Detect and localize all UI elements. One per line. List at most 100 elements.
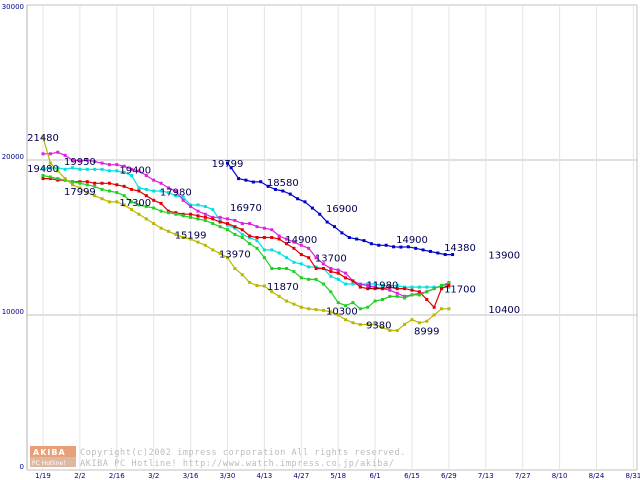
data-point <box>218 218 222 222</box>
series-layer <box>41 135 455 333</box>
data-point <box>440 285 444 289</box>
data-point <box>48 166 52 170</box>
data-point <box>447 307 451 311</box>
data-point <box>388 288 392 292</box>
data-point <box>336 277 340 281</box>
data-point <box>93 167 97 171</box>
data-point <box>115 183 119 187</box>
data-point <box>85 183 89 187</box>
data-point <box>115 200 119 204</box>
data-point <box>115 191 119 195</box>
data-point <box>321 262 325 266</box>
x-tick-label: 3/30 <box>220 472 236 480</box>
data-point <box>56 177 60 181</box>
data-point <box>392 245 396 249</box>
data-label: 13900 <box>488 251 520 262</box>
data-point <box>255 225 259 229</box>
data-point <box>425 290 429 294</box>
data-point <box>85 158 89 162</box>
data-point <box>351 282 355 286</box>
data-point <box>144 187 148 191</box>
data-point <box>166 229 170 233</box>
data-point <box>56 150 60 154</box>
data-point <box>296 197 300 201</box>
y-axis-ticks: 0 10000 20000 30000 <box>2 3 24 471</box>
data-point <box>71 180 75 184</box>
data-point <box>93 184 97 188</box>
data-point <box>262 248 266 252</box>
data-point <box>48 161 52 165</box>
data-point <box>358 285 362 289</box>
data-point <box>137 186 141 190</box>
data-point <box>266 184 270 188</box>
data-point <box>137 189 141 193</box>
data-point <box>344 271 348 275</box>
data-point <box>259 180 263 184</box>
data-point <box>384 243 388 247</box>
data-point <box>203 243 207 247</box>
data-point <box>292 270 296 274</box>
data-point <box>122 194 126 198</box>
data-point <box>270 290 274 294</box>
data-point <box>122 164 126 168</box>
data-point <box>152 206 156 210</box>
data-point <box>410 288 414 292</box>
data-point <box>211 208 215 212</box>
data-point <box>248 236 252 239</box>
data-point <box>406 245 410 249</box>
data-point <box>166 209 170 213</box>
data-point <box>63 153 67 157</box>
data-label: 18580 <box>267 178 299 189</box>
data-point <box>130 174 134 177</box>
plot-background <box>27 5 637 470</box>
data-label: 13700 <box>315 254 347 265</box>
data-label: 11980 <box>367 280 399 291</box>
data-point <box>440 284 444 288</box>
data-point <box>211 217 215 221</box>
data-point <box>351 279 355 283</box>
logo-top-text: AKIBA <box>33 448 66 457</box>
data-point <box>41 152 45 156</box>
data-point <box>380 298 384 301</box>
data-point <box>107 200 111 204</box>
data-point <box>233 267 237 270</box>
data-point <box>189 212 193 216</box>
data-point <box>329 270 333 274</box>
data-point <box>299 305 303 309</box>
copyright-line-2: AKIBA PC Hotline! http://www.watch.impre… <box>80 459 394 469</box>
data-point <box>203 215 207 219</box>
data-point <box>399 245 403 249</box>
data-point <box>85 167 89 171</box>
data-point <box>321 282 325 286</box>
data-point <box>166 186 170 190</box>
data-point <box>318 212 322 216</box>
x-tick-label: 8/31 <box>626 472 640 480</box>
data-point <box>93 181 97 185</box>
data-point <box>299 253 303 257</box>
data-point <box>233 218 237 222</box>
data-point <box>174 194 178 198</box>
data-point <box>233 232 237 236</box>
data-point <box>137 169 141 173</box>
data-point <box>273 187 277 191</box>
data-point <box>417 285 421 289</box>
data-point <box>71 166 75 170</box>
grid <box>26 4 638 471</box>
data-point <box>137 203 141 207</box>
y-tick-label: 0 <box>20 463 24 471</box>
data-point <box>100 167 104 171</box>
x-tick-label: 6/15 <box>404 472 420 480</box>
data-point <box>447 284 451 288</box>
data-point <box>314 308 318 312</box>
data-point <box>100 181 104 185</box>
data-point <box>344 304 348 308</box>
data-point <box>358 282 362 286</box>
data-point <box>270 267 274 270</box>
x-tick-label: 2/2 <box>74 472 85 480</box>
data-point <box>248 242 252 246</box>
data-point <box>189 203 193 207</box>
data-point <box>203 205 207 208</box>
data-point <box>226 222 229 226</box>
data-point <box>203 218 207 222</box>
data-label: 10400 <box>488 305 520 316</box>
